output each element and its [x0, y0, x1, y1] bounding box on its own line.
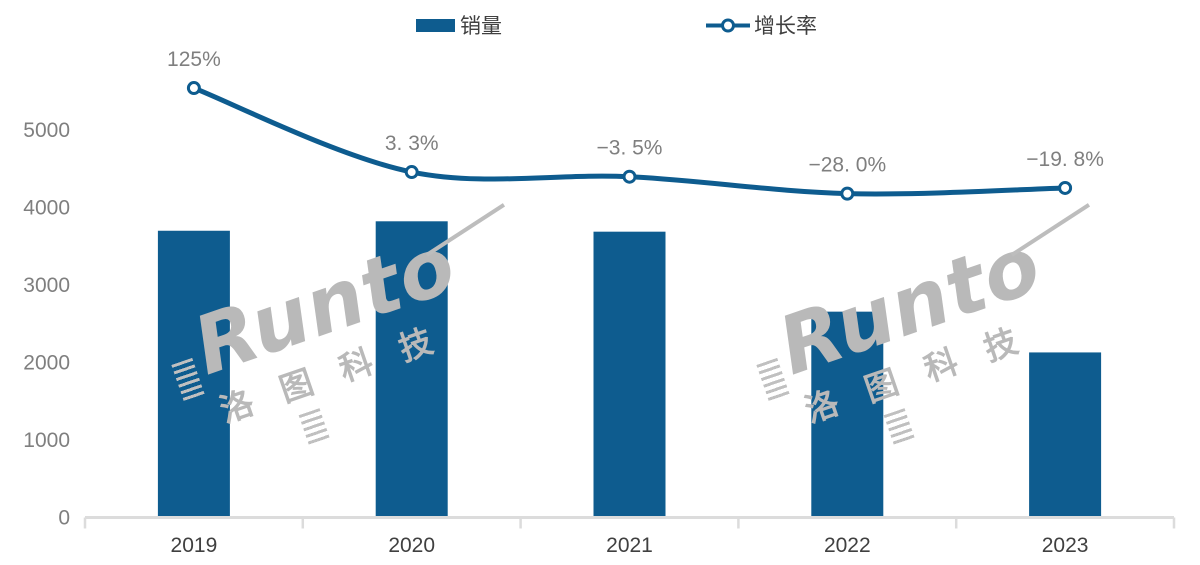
legend-sales-label: 销量: [460, 15, 502, 38]
legend-growth-marker-icon: [721, 18, 735, 33]
legend-growth-label: 增长率: [754, 15, 817, 38]
growth-marker-2020: [404, 165, 419, 180]
sales-bar-2023: [1029, 352, 1102, 518]
y-axis-tick-label: 3000: [23, 274, 70, 297]
sales-bar-2022: [811, 311, 884, 518]
legend-sales-swatch-icon: [416, 19, 455, 32]
growth-value-label: 3. 3%: [385, 132, 439, 155]
y-axis-tick-label: 4000: [23, 197, 70, 220]
sales-bar-2021: [593, 231, 666, 518]
growth-value-label: −28. 0%: [808, 154, 886, 177]
y-axis-tick-label: 5000: [23, 119, 70, 142]
y-axis-tick-label: 1000: [23, 429, 70, 452]
x-axis-category-label: 2020: [388, 534, 435, 557]
x-axis-category-label: 2019: [171, 534, 218, 557]
growth-value-label: 125%: [167, 48, 221, 71]
growth-marker-2022: [840, 186, 855, 201]
y-axis-tick-label: 0: [58, 507, 70, 530]
growth-marker-2021: [622, 169, 637, 184]
growth-value-label: −3. 5%: [597, 137, 663, 160]
chart-legend: 销量 增长率: [416, 15, 817, 38]
x-axis-category-label: 2021: [606, 534, 653, 557]
growth-value-label: −19. 8%: [1026, 148, 1104, 171]
plot-area: 0 1000 2000 3000 4000 5000 2019 2020 2021 2022 202…: [23, 48, 1176, 557]
growth-marker-2019: [186, 81, 201, 96]
x-axis-category-label: 2022: [824, 534, 871, 557]
y-axis-tick-label: 2000: [23, 352, 70, 375]
sales-bar-2019: [157, 230, 230, 518]
sales-bar-2020: [375, 221, 448, 518]
x-axis-category-label: 2023: [1042, 534, 1089, 557]
growth-marker-2023: [1058, 180, 1073, 195]
